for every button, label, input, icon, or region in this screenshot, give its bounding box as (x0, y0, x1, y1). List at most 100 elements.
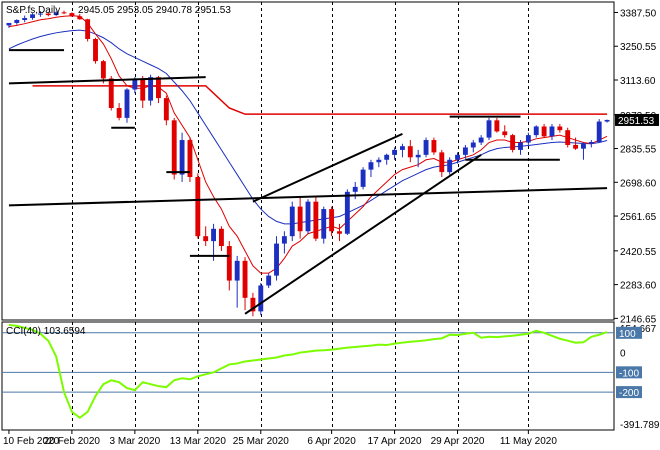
candle-body (533, 126, 539, 136)
candle (455, 152, 460, 164)
cci-frame (1, 321, 615, 431)
current-price-tag-bg (615, 113, 659, 126)
candle (525, 132, 531, 145)
trendline (8, 187, 608, 207)
candle-body (604, 119, 610, 122)
candle-body (124, 89, 130, 118)
cci-bottom-label: -391.789 (620, 420, 660, 431)
cci-level-tag (616, 386, 642, 399)
candle (53, 11, 59, 16)
candle-body (289, 206, 295, 237)
candle-body (565, 130, 571, 145)
candle (337, 223, 342, 242)
candle (502, 125, 508, 138)
candle-body (486, 120, 492, 138)
candle (392, 147, 398, 160)
candle (281, 231, 287, 254)
candle-body (431, 140, 437, 153)
y-tick-label: 2698.60 (620, 178, 657, 189)
candle-body (462, 147, 468, 155)
candle (179, 132, 185, 182)
candle-body (596, 121, 602, 143)
trendlines (8, 49, 608, 315)
candle (478, 135, 484, 145)
candle-body (250, 297, 256, 312)
candle-body (6, 22, 12, 26)
candle-body (573, 144, 579, 149)
candle-body (93, 38, 98, 62)
candle-body (392, 149, 398, 155)
x-tick-label: 17 Apr 2020 (368, 436, 422, 447)
x-tick-label: 10 Feb 2020 (3, 436, 60, 447)
candle-body (211, 228, 216, 242)
candle (313, 196, 319, 242)
x-tick-label: 11 May 2020 (500, 436, 558, 447)
candle (203, 226, 209, 247)
candle (61, 10, 67, 15)
candle-body (502, 131, 508, 136)
candle-body (100, 61, 106, 79)
y-tick-label: 2146.65 (620, 314, 657, 325)
candle-body (525, 135, 531, 143)
candle (171, 117, 177, 180)
candle-body (266, 275, 272, 286)
candle-body (297, 206, 303, 232)
candle-body (344, 191, 350, 234)
candle-body (360, 169, 366, 187)
candle-body (455, 154, 460, 160)
y-tick-label: 3113.60 (620, 76, 656, 87)
candle (533, 125, 539, 138)
candle-body (242, 260, 248, 298)
candle-body (30, 14, 35, 19)
candle-body (352, 186, 358, 192)
candle (368, 159, 374, 178)
candle (549, 124, 555, 141)
candle (289, 201, 295, 242)
x-tick-label: 29 Apr 2020 (431, 436, 485, 447)
candle-body (478, 137, 484, 143)
candle (156, 75, 161, 104)
candle (541, 124, 547, 138)
candle-body (376, 159, 382, 163)
y-tick-label: 2835.55 (620, 145, 657, 156)
candle (588, 140, 594, 148)
candle (415, 149, 421, 168)
ohlc-label: 2945.05 2953.05 2940.78 2951.53 (78, 5, 231, 16)
candle-body (400, 146, 405, 150)
candle (510, 133, 516, 153)
candle (462, 144, 468, 159)
cci-tick-label: 0 (620, 349, 626, 360)
candle (69, 12, 75, 17)
candle (360, 167, 366, 190)
cci-level-tag (616, 366, 642, 379)
candle-body (549, 126, 555, 137)
candle-body (116, 108, 122, 118)
candle (470, 140, 476, 153)
candle (400, 143, 405, 158)
candle (14, 19, 20, 25)
candle (258, 283, 264, 316)
candle-body (439, 152, 445, 173)
candle (518, 140, 523, 155)
candle (93, 37, 98, 64)
candle (486, 117, 492, 141)
candle-body (384, 154, 390, 160)
candle-body (337, 231, 342, 234)
candle (431, 137, 437, 155)
candle (447, 157, 453, 175)
cci-line (8, 323, 608, 420)
candle (124, 88, 130, 123)
candle-body (195, 177, 201, 237)
candle (85, 18, 91, 42)
cci-polyline (8, 323, 608, 420)
candle (344, 189, 350, 235)
candle (22, 15, 28, 23)
symbol-label: S&P.fs,Daily (6, 5, 60, 16)
cci-level-tag (616, 326, 642, 339)
candle (573, 137, 579, 150)
main-frame (1, 1, 615, 321)
candle-body (53, 12, 59, 16)
candle-body (470, 142, 476, 148)
